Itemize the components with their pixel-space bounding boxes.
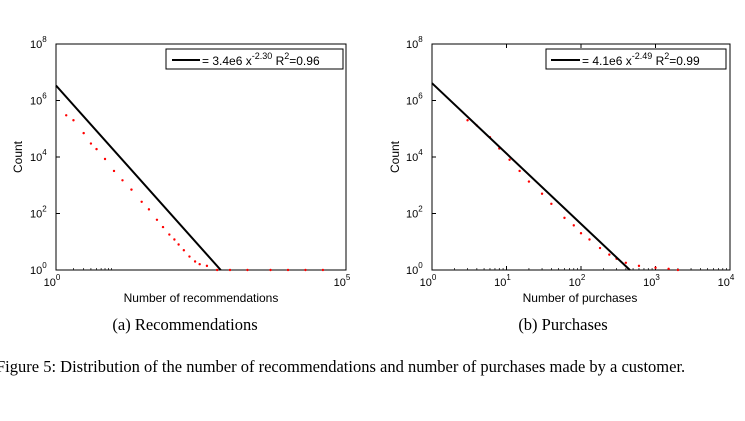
y-axis-label-b: Count bbox=[388, 140, 402, 173]
data-point bbox=[563, 216, 566, 220]
y-tick-label: 100 bbox=[30, 261, 47, 277]
legend-label-b: = 4.1e6 x-2.49 R2=0.99 bbox=[582, 51, 700, 68]
data-point bbox=[527, 180, 531, 183]
data-point bbox=[198, 263, 201, 266]
data-point bbox=[637, 264, 641, 268]
y-tick-label: 108 bbox=[406, 35, 423, 51]
data-point bbox=[608, 253, 611, 256]
y-tick-label: 102 bbox=[406, 205, 423, 221]
data-point bbox=[65, 114, 68, 117]
data-point bbox=[624, 261, 628, 264]
subcaption-a: (a) Recommendations bbox=[112, 315, 257, 334]
data-point bbox=[95, 147, 98, 151]
legend-label-a: = 3.4e6 x-2.30 R2=0.96 bbox=[202, 51, 320, 68]
data-point bbox=[667, 267, 670, 271]
data-point bbox=[103, 157, 107, 161]
y-tick-label: 106 bbox=[30, 92, 47, 108]
y-tick-label: 104 bbox=[406, 148, 423, 164]
x-axis-label-a: Number of recommendations bbox=[124, 291, 279, 305]
x-axis-label-b: Number of purchases bbox=[523, 291, 638, 305]
data-point bbox=[572, 224, 575, 227]
data-point bbox=[82, 131, 85, 135]
x-tick-label: 100 bbox=[44, 273, 61, 289]
x-tick-label: 103 bbox=[643, 273, 660, 289]
figure-caption: Figure 5: Distribution of the number of … bbox=[0, 357, 686, 376]
data-point bbox=[540, 192, 544, 195]
data-point bbox=[321, 268, 325, 272]
legend-a: = 3.4e6 x-2.30 R2=0.96 bbox=[165, 48, 344, 70]
x-tick-label: 105 bbox=[334, 273, 351, 289]
x-tick-label: 101 bbox=[494, 273, 511, 289]
data-point bbox=[579, 232, 583, 235]
y-axis-label-a: Count bbox=[11, 140, 25, 173]
legend-box-a bbox=[165, 48, 344, 70]
legend-b: = 4.1e6 x-2.49 R2=0.99 bbox=[545, 48, 727, 70]
data-point bbox=[89, 142, 93, 145]
data-point bbox=[215, 268, 219, 272]
data-point bbox=[269, 268, 272, 272]
fit-line-a bbox=[55, 84, 222, 271]
data-point bbox=[140, 200, 143, 203]
data-point bbox=[246, 268, 249, 272]
data-point bbox=[228, 268, 232, 272]
data-point bbox=[598, 246, 602, 250]
data-point bbox=[121, 179, 124, 182]
data-point bbox=[155, 218, 159, 221]
y-tick-label: 106 bbox=[406, 92, 423, 108]
data-point bbox=[676, 268, 680, 272]
y-tick-label: 104 bbox=[30, 148, 47, 164]
x-tick-label: 102 bbox=[569, 273, 586, 289]
data-point bbox=[205, 264, 209, 268]
data-point bbox=[177, 243, 180, 246]
panel-recommendations: 100 105 100 102 104 106 108 = 3.4e6 x-2.30 R2=… bbox=[11, 35, 351, 334]
panel-purchases: 100 101 102 103 104 100 102 104 106 108 = 4.1e6 x… bbox=[388, 35, 735, 334]
data-point bbox=[193, 260, 197, 263]
data-point bbox=[304, 268, 307, 272]
data-point bbox=[588, 238, 591, 241]
data-point bbox=[182, 249, 186, 252]
data-point bbox=[161, 225, 165, 229]
data-point bbox=[72, 119, 75, 122]
data-point bbox=[168, 233, 171, 236]
data-point bbox=[508, 158, 511, 161]
data-point bbox=[147, 208, 151, 211]
data-point bbox=[466, 119, 469, 122]
y-tick-label: 100 bbox=[406, 261, 423, 277]
plot-area-a bbox=[55, 43, 347, 271]
y-tick-label: 108 bbox=[30, 35, 47, 51]
data-point bbox=[550, 202, 553, 206]
plot-area-b bbox=[431, 43, 731, 271]
data-point bbox=[130, 188, 133, 191]
data-point bbox=[286, 268, 290, 272]
data-point bbox=[518, 169, 521, 173]
data-point bbox=[112, 169, 116, 173]
data-point bbox=[654, 266, 657, 269]
subcaption-b: (b) Purchases bbox=[518, 315, 607, 334]
y-tick-label: 102 bbox=[30, 205, 47, 221]
legend-box-b bbox=[545, 48, 727, 70]
x-tick-label: 100 bbox=[420, 273, 437, 289]
x-tick-label: 104 bbox=[718, 273, 735, 289]
data-point bbox=[173, 238, 176, 241]
fit-line-b bbox=[431, 82, 631, 271]
data-point bbox=[188, 255, 191, 258]
